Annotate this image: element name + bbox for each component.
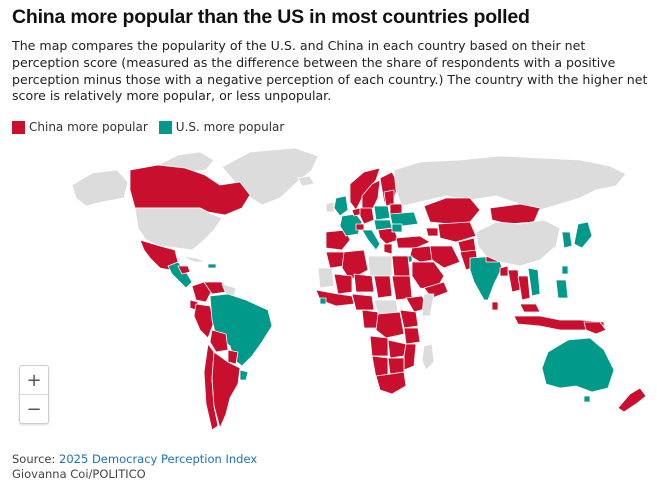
region-brazil bbox=[209, 293, 273, 367]
region-greece bbox=[383, 243, 393, 255]
region-taiwan bbox=[561, 265, 569, 275]
region-turkey bbox=[395, 235, 431, 249]
world-map[interactable] bbox=[0, 140, 657, 440]
legend-swatch-china bbox=[12, 120, 25, 134]
region-syria-iraq bbox=[409, 245, 435, 263]
region-vietnam bbox=[527, 267, 541, 297]
legend: China more popular U.S. more popular bbox=[12, 119, 295, 135]
region-australia bbox=[541, 337, 615, 393]
region-belarus bbox=[389, 203, 403, 215]
region-zambia bbox=[387, 339, 407, 359]
legend-item-us: U.S. more popular bbox=[158, 120, 285, 134]
region-peru bbox=[193, 303, 215, 339]
region-cameroon-gabon bbox=[361, 309, 379, 329]
region-switzerland bbox=[355, 223, 365, 231]
region-uruguay bbox=[239, 369, 249, 381]
legend-label-us: U.S. more popular bbox=[175, 120, 285, 134]
region-italy bbox=[361, 229, 381, 251]
region-usa bbox=[134, 207, 223, 251]
source-line: Source: 2025 Democracy Perception Index bbox=[12, 452, 257, 466]
region-honduras bbox=[177, 265, 191, 275]
region-malaysia bbox=[519, 303, 541, 313]
region-bolivia bbox=[209, 329, 229, 353]
region-china bbox=[475, 219, 561, 267]
region-iceland bbox=[297, 175, 315, 187]
region-alaska bbox=[71, 169, 129, 207]
region-caucasus bbox=[425, 227, 439, 237]
region-germany bbox=[359, 207, 375, 225]
region-dominican bbox=[207, 263, 217, 269]
region-niger bbox=[353, 273, 375, 293]
map-title: China more popular than the US in most c… bbox=[12, 6, 530, 28]
region-madagascar bbox=[421, 343, 435, 371]
region-central-asia bbox=[437, 221, 477, 243]
region-argentina bbox=[211, 351, 241, 429]
region-chad bbox=[373, 275, 393, 299]
region-paraguay bbox=[227, 349, 239, 365]
region-tanzania bbox=[403, 327, 421, 345]
region-uk bbox=[333, 195, 349, 217]
region-mozambique bbox=[403, 343, 417, 371]
region-philippines bbox=[555, 279, 569, 299]
region-iran bbox=[429, 245, 461, 269]
region-nigeria bbox=[351, 293, 375, 311]
region-russia bbox=[393, 155, 627, 211]
region-kenya-uganda bbox=[399, 309, 419, 329]
region-kazakhstan bbox=[423, 197, 481, 225]
region-cuba bbox=[181, 255, 207, 263]
source-prefix: Source: bbox=[12, 452, 60, 466]
zoom-control: + − bbox=[19, 365, 49, 424]
region-india bbox=[469, 255, 503, 301]
region-papua bbox=[583, 321, 607, 335]
region-new-zealand bbox=[617, 387, 647, 413]
region-central-america bbox=[167, 261, 193, 289]
region-libya bbox=[367, 255, 393, 277]
region-korea bbox=[561, 231, 573, 249]
region-mali bbox=[333, 273, 353, 295]
region-sri-lanka bbox=[491, 301, 499, 311]
region-sudan bbox=[391, 275, 413, 301]
map-subtitle: The map compares the popularity of the U… bbox=[12, 38, 648, 104]
zoom-out-button[interactable]: − bbox=[20, 394, 48, 423]
region-angola bbox=[369, 335, 389, 357]
region-japan bbox=[573, 221, 593, 249]
zoom-in-button[interactable]: + bbox=[26, 369, 42, 391]
region-myanmar bbox=[507, 269, 521, 293]
legend-swatch-us bbox=[158, 120, 172, 134]
region-egypt bbox=[391, 255, 411, 277]
region-mauritania bbox=[317, 267, 335, 289]
source-link[interactable]: 2025 Democracy Perception Index bbox=[59, 452, 258, 466]
region-thailand bbox=[517, 275, 531, 301]
region-mongolia bbox=[489, 203, 541, 225]
region-bangladesh bbox=[499, 265, 509, 277]
region-romania bbox=[391, 223, 403, 233]
region-ireland bbox=[325, 201, 335, 213]
legend-label-china: China more popular bbox=[29, 120, 148, 134]
region-botswana-zimbabwe bbox=[387, 357, 405, 375]
region-drc bbox=[375, 311, 405, 339]
legend-item-china: China more popular bbox=[12, 120, 148, 134]
credit-line: Giovanna Coi/POLITICO bbox=[12, 467, 146, 481]
region-south-africa bbox=[375, 371, 407, 395]
region-ukraine bbox=[389, 211, 419, 227]
region-somalia bbox=[421, 293, 435, 317]
region-poland bbox=[373, 205, 391, 221]
region-liberia bbox=[319, 297, 327, 305]
region-tasmania bbox=[583, 395, 591, 403]
